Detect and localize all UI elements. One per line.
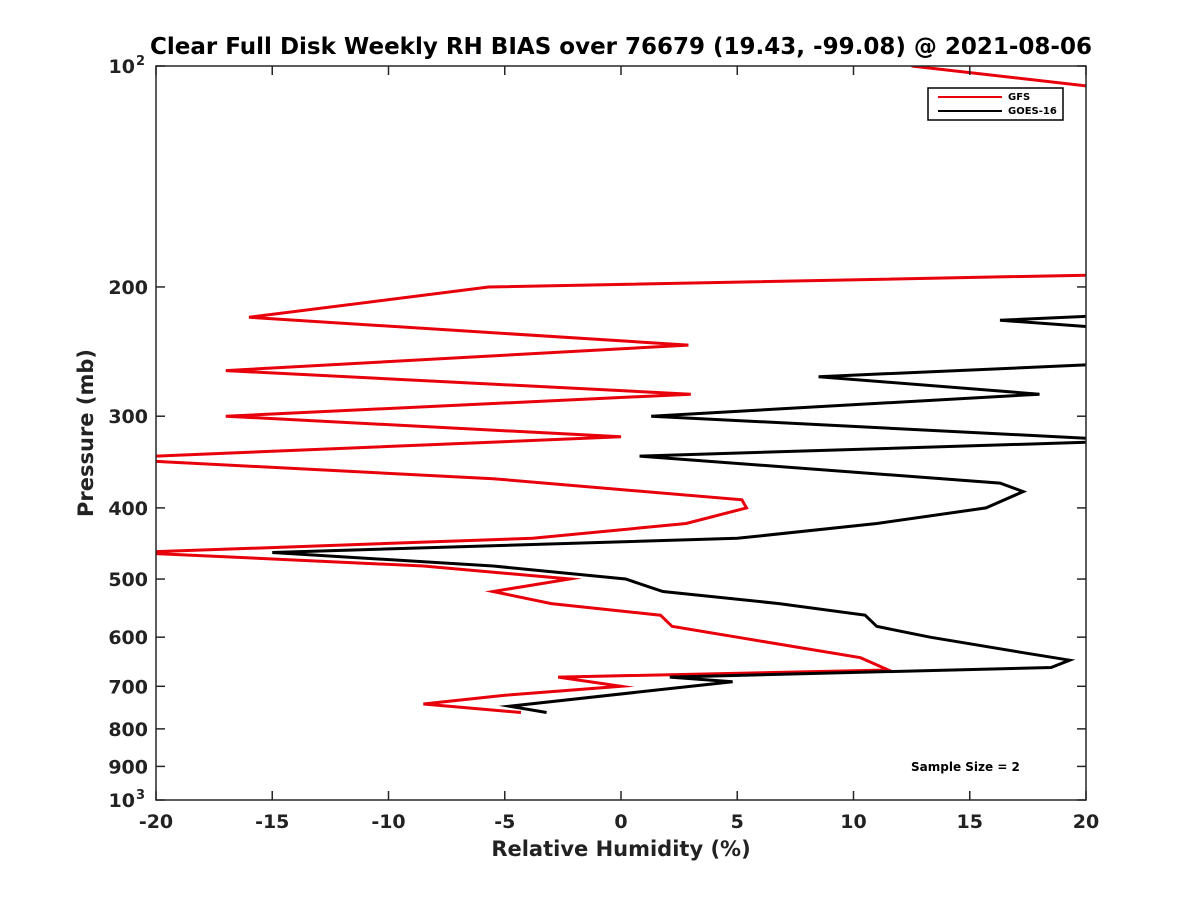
legend-label-goes16: GOES-16 — [1008, 106, 1057, 117]
y-axis-label: Pressure (mb) — [74, 349, 98, 517]
y-tick-label: 500 — [108, 569, 148, 591]
y-tick-label-exponent: 2 — [136, 54, 145, 69]
x-tick-label: -10 — [371, 811, 405, 833]
y-tick-label: 900 — [108, 756, 148, 778]
y-tick-label-power: 10 2 — [109, 54, 146, 78]
y-tick-label: 700 — [108, 676, 148, 698]
y-tick-label: 400 — [108, 498, 148, 520]
series-layer — [156, 66, 1086, 714]
y-tick-label-base: 10 — [109, 790, 135, 812]
y-tick-label-exponent: 3 — [136, 788, 145, 803]
x-tick-label: 15 — [957, 811, 983, 833]
x-tick-label: 0 — [614, 811, 627, 833]
y-tick-label-power: 10 3 — [109, 788, 146, 812]
y-tick-label: 800 — [108, 719, 148, 741]
x-tick-label: 5 — [731, 811, 744, 833]
y-tick-label: 200 — [108, 277, 148, 299]
series-line-goes16 — [272, 314, 1086, 714]
x-tick-label: 10 — [840, 811, 866, 833]
legend-box — [927, 87, 1064, 121]
y-tick-label: 300 — [108, 406, 148, 428]
sample-size-note: Sample Size = 2 — [911, 760, 1020, 774]
x-tick-label: 20 — [1073, 811, 1099, 833]
chart-title: Clear Full Disk Weekly RH BIAS over 7667… — [150, 34, 1092, 60]
x-axis-label: Relative Humidity (%) — [491, 837, 750, 861]
y-tick-label: 600 — [108, 627, 148, 649]
x-tick-label: -15 — [255, 811, 289, 833]
x-tick-label: -5 — [494, 811, 515, 833]
x-tick-label: -20 — [139, 811, 173, 833]
series-line-gfs — [156, 66, 1086, 714]
legend-label-gfs: GFS — [1008, 92, 1030, 103]
legend: GFS GOES-16 — [927, 87, 1064, 121]
y-tick-label-base: 10 — [109, 56, 135, 78]
